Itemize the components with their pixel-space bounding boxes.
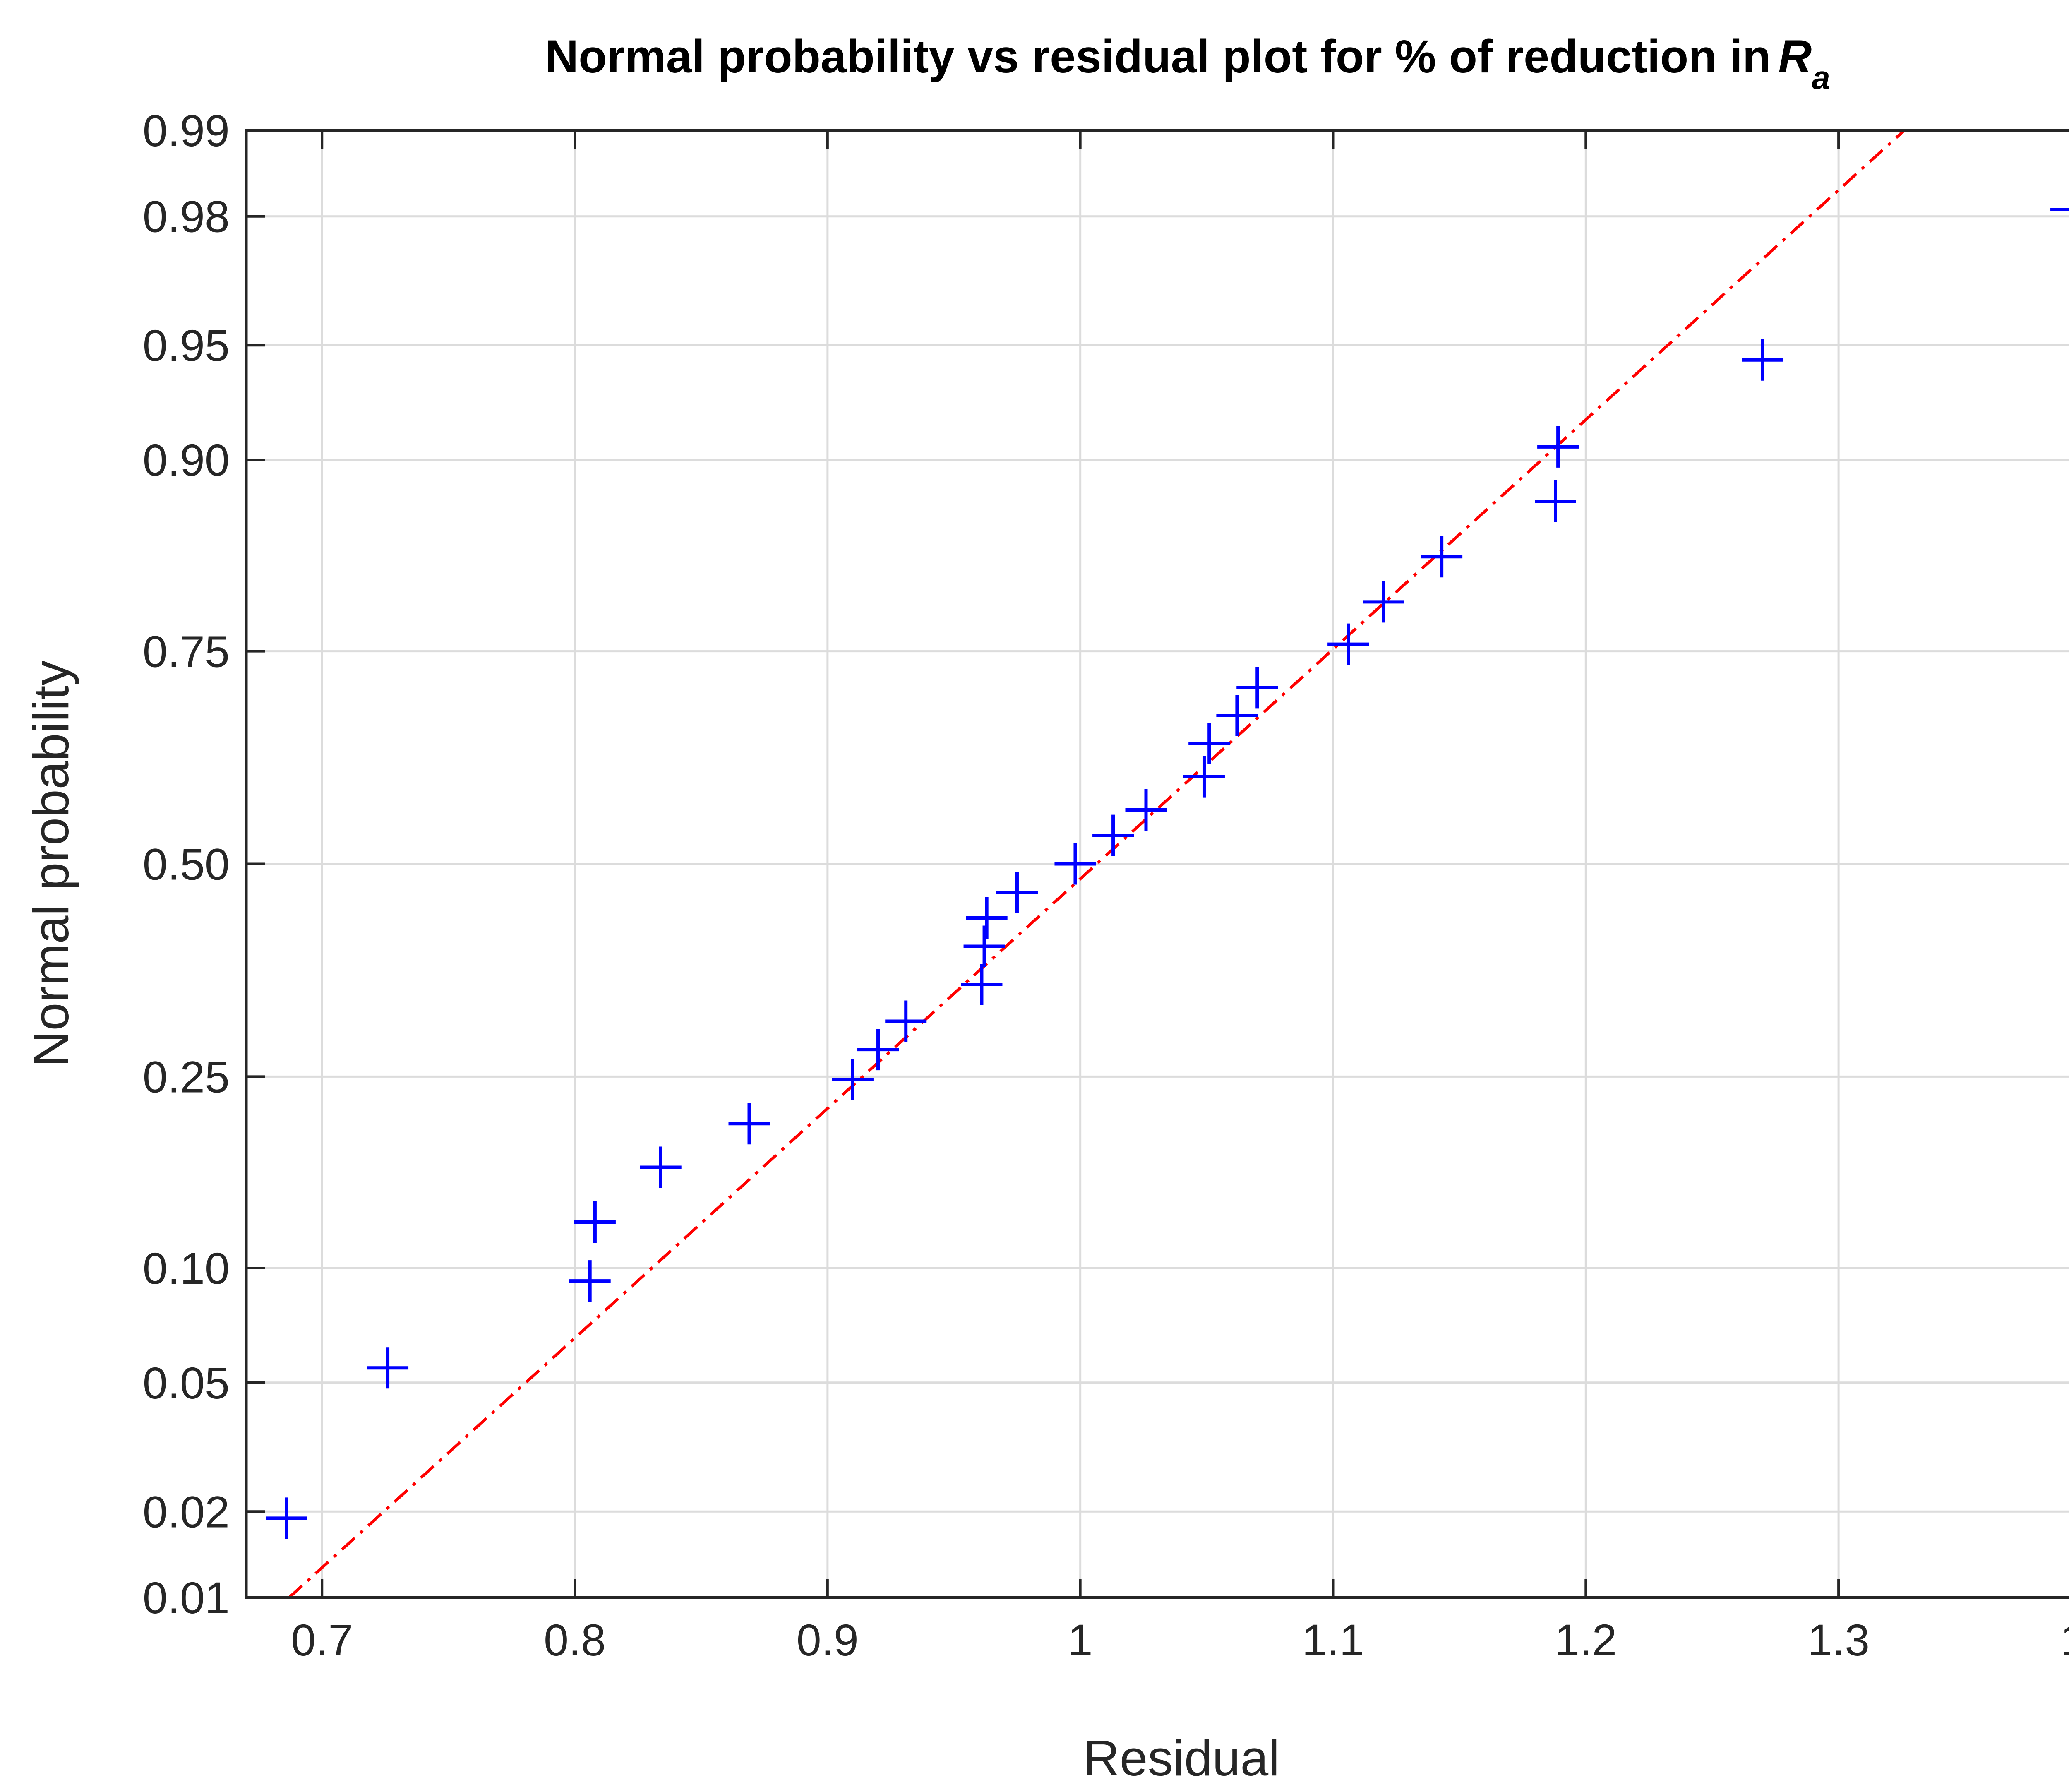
data-point [832, 1059, 874, 1100]
x-tick-label: 0.8 [544, 1615, 606, 1665]
reference-line-group [288, 129, 1906, 1599]
chart-title-subscript: a [1812, 59, 1830, 96]
y-tick-label: 0.01 [143, 1573, 230, 1623]
data-point [1363, 581, 1404, 623]
data-point [1421, 536, 1463, 578]
data-point [1092, 814, 1134, 856]
data-point [963, 925, 1005, 967]
y-tick-label: 0.50 [143, 839, 230, 889]
x-tick-label: 1.3 [1807, 1615, 1870, 1665]
data-point [266, 1497, 307, 1539]
y-tick-label: 0.75 [143, 627, 230, 677]
data-point [1327, 623, 1369, 665]
data-point [966, 897, 1008, 939]
x-tick-label: 1.2 [1555, 1615, 1617, 1665]
y-tick-label: 0.25 [143, 1052, 230, 1102]
data-point [1742, 339, 1783, 381]
y-tick-label: 0.98 [143, 192, 230, 242]
y-tick-label: 0.99 [143, 106, 230, 156]
y-tick-labels: 0.01 0.02 0.05 0.10 0.25 0.50 0.75 0.90 0.95 0.98… [143, 106, 230, 1623]
data-point [367, 1347, 409, 1389]
data-point [1216, 695, 1258, 737]
x-tick-label: 0.7 [291, 1615, 353, 1665]
chart-title-text: Normal probability vs residual plot for … [545, 31, 1771, 82]
plot-area [245, 129, 2069, 1599]
data-point [1183, 756, 1225, 798]
data-point [1188, 722, 1230, 764]
axis-ticks [246, 129, 1840, 1599]
data-point [1125, 789, 1167, 831]
data-point [569, 1260, 611, 1302]
data-point [1535, 480, 1576, 522]
x-tick-label: 0.9 [797, 1615, 859, 1665]
y-tick-label: 0.10 [143, 1243, 230, 1293]
y-tick-label: 0.95 [143, 320, 230, 370]
data-point [574, 1201, 616, 1243]
y-tick-label: 0.90 [143, 435, 230, 485]
data-point [728, 1103, 770, 1145]
data-point [857, 1029, 899, 1071]
x-tick-label: 1.4 [2060, 1615, 2069, 1665]
x-tick-label: 1 [1068, 1615, 1093, 1665]
data-point [1054, 843, 1096, 885]
chart-title: Normal probability vs residual plot for … [545, 31, 1830, 96]
data-point [885, 1000, 927, 1042]
data-point [1236, 667, 1278, 709]
x-tick-labels: 0.7 0.8 0.9 1 1.1 1.2 1.3 1.4 [291, 1615, 2069, 1665]
data-point [1537, 426, 1579, 468]
data-point [640, 1146, 682, 1188]
data-points [266, 208, 2069, 1539]
y-tick-label: 0.02 [143, 1487, 230, 1537]
x-axis-label: Residual [1083, 1730, 1280, 1786]
data-point [961, 964, 1003, 1006]
y-axis-label: Normal probability [23, 660, 79, 1067]
reference-line [288, 129, 1906, 1599]
x-tick-label: 1.1 [1302, 1615, 1364, 1665]
chart-title-variable: R [1778, 31, 1812, 82]
y-tick-label: 0.05 [143, 1358, 230, 1408]
data-point [996, 872, 1038, 913]
data-point [2050, 208, 2069, 211]
